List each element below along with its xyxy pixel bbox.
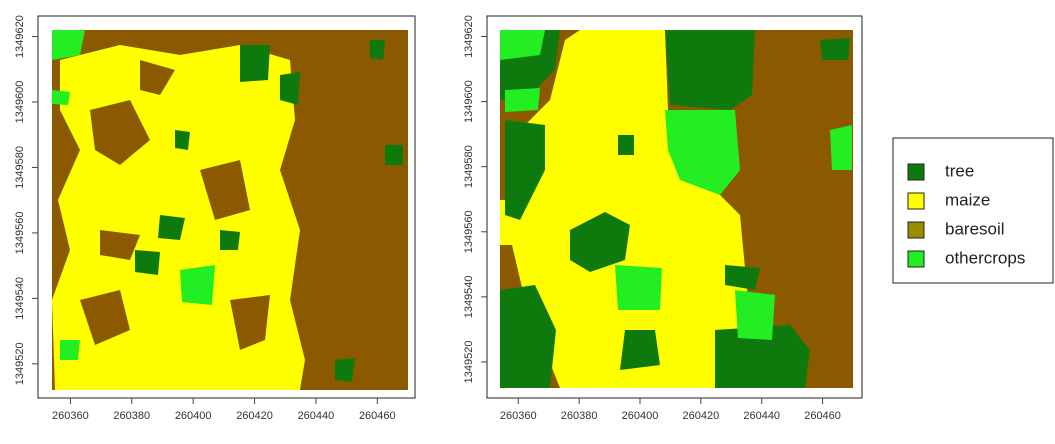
x-tick-label: 260380 (113, 410, 150, 422)
legend-label: maize (945, 190, 990, 209)
x-tick-label: 260420 (236, 410, 273, 422)
x-tick-label: 260420 (682, 410, 719, 422)
legend-swatch (908, 193, 924, 209)
y-tick-label: 1349520 (14, 342, 26, 385)
y-tick-label: 1349600 (463, 80, 475, 123)
y-tick-label: 1349520 (463, 341, 475, 384)
y-tick-label: 1349620 (14, 15, 26, 58)
y-tick-label: 1349600 (14, 81, 26, 124)
x-tick-label: 260360 (52, 410, 89, 422)
x-tick-label: 260440 (298, 410, 335, 422)
y-tick-label: 1349540 (463, 275, 475, 318)
y-tick-label: 1349560 (463, 210, 475, 253)
legend-label: baresoil (945, 219, 1005, 238)
legend-label: othercrops (945, 248, 1025, 267)
raster-map: 260360 260380 260400 260420 260440 260460 1349… (463, 15, 862, 422)
y-tick-label: 1349540 (14, 277, 26, 320)
x-tick-label: 260400 (175, 410, 212, 422)
legend-swatch (908, 164, 924, 180)
legend-swatch (908, 222, 924, 238)
y-tick-label: 1349620 (463, 15, 475, 58)
y-tick-label: 1349580 (14, 146, 26, 189)
x-tick-label: 260400 (622, 410, 659, 422)
y-tick-label: 1349560 (14, 211, 26, 254)
legend-swatch (908, 251, 924, 267)
x-tick-label: 260460 (359, 410, 396, 422)
x-tick-label: 260380 (561, 410, 598, 422)
x-tick-label: 260460 (804, 410, 841, 422)
legend: tree maize baresoil othercrops (893, 138, 1053, 283)
x-tick-label: 260360 (500, 410, 537, 422)
y-tick-label: 1349580 (463, 145, 475, 188)
raster-map: 260360 260380 260400 260420 260440 260460 1349… (14, 15, 415, 422)
legend-label: tree (945, 161, 974, 180)
x-tick-label: 260440 (743, 410, 780, 422)
chart: 260360 260380 260400 260420 260440 260460 1349… (0, 0, 1055, 439)
